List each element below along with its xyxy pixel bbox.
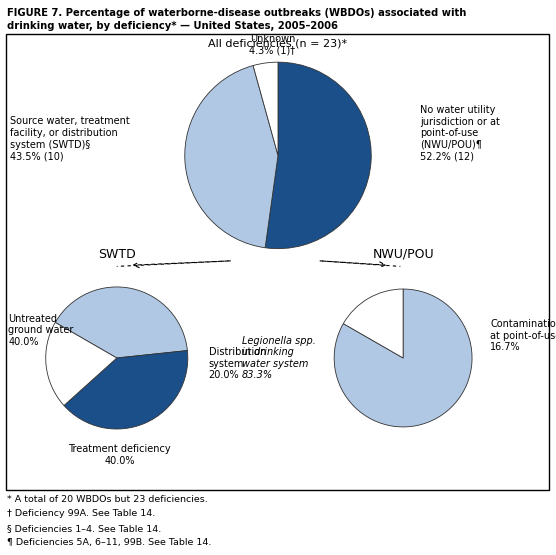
Wedge shape: [265, 62, 371, 249]
Text: Legionella spp.
in drinking
water system
83.3%: Legionella spp. in drinking water system…: [242, 336, 316, 380]
Wedge shape: [55, 287, 187, 358]
Text: All deficiencies (n = 23)*: All deficiencies (n = 23)*: [208, 39, 348, 49]
Wedge shape: [64, 351, 188, 429]
Text: No water utility
jurisdiction or at
point-of-use
(NWU/POU)¶
52.2% (12): No water utility jurisdiction or at poin…: [420, 105, 500, 162]
Text: ¶ Deficiencies 5A, 6–11, 99B. See Table 14.: ¶ Deficiencies 5A, 6–11, 99B. See Table …: [7, 538, 211, 547]
Text: † Deficiency 99A. See Table 14.: † Deficiency 99A. See Table 14.: [7, 509, 155, 518]
Text: * A total of 20 WBDOs but 23 deficiencies.: * A total of 20 WBDOs but 23 deficiencie…: [7, 495, 207, 504]
Text: § Deficiencies 1–4. See Table 14.: § Deficiencies 1–4. See Table 14.: [7, 524, 161, 533]
Text: Treatment deficiency
40.0%: Treatment deficiency 40.0%: [68, 444, 171, 466]
Wedge shape: [343, 289, 403, 358]
Wedge shape: [334, 289, 472, 427]
Wedge shape: [46, 322, 117, 406]
Text: SWTD: SWTD: [98, 248, 136, 261]
Text: NWU/POU: NWU/POU: [373, 248, 434, 261]
Text: Distribution
system
20.0%: Distribution system 20.0%: [208, 347, 266, 380]
Text: Source water, treatment
facility, or distribution
system (SWTD)§
43.5% (10): Source water, treatment facility, or dis…: [10, 117, 130, 161]
Text: Contamination
at point-of-use
16.7%: Contamination at point-of-use 16.7%: [490, 319, 556, 352]
Wedge shape: [185, 65, 278, 248]
Text: drinking water, by deficiency* — United States, 2005–2006: drinking water, by deficiency* — United …: [7, 21, 337, 31]
Text: FIGURE 7. Percentage of waterborne-disease outbreaks (WBDOs) associated with: FIGURE 7. Percentage of waterborne-disea…: [7, 8, 466, 18]
Wedge shape: [253, 62, 278, 155]
Text: Untreated
ground water
40.0%: Untreated ground water 40.0%: [8, 314, 74, 347]
Text: Unknown
4.3% (1)†: Unknown 4.3% (1)†: [250, 34, 295, 56]
